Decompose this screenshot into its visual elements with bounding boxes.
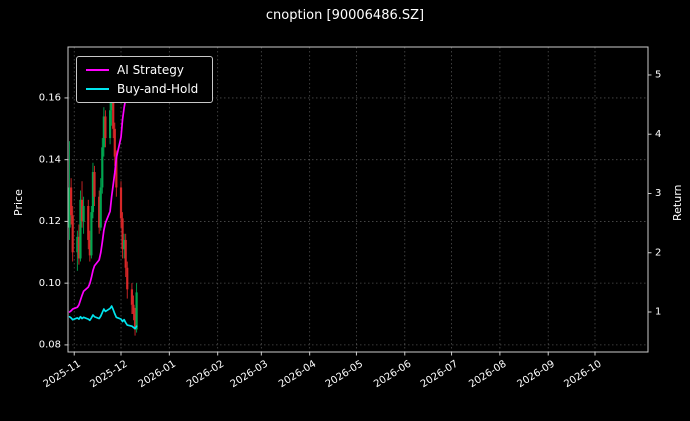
legend-label-buy-and-hold: Buy-and-Hold	[117, 82, 199, 96]
ai-strategy-line-swatch	[86, 69, 109, 71]
y-axis-label-return: Return	[671, 184, 684, 221]
legend-item-buy-and-hold: Buy-and-Hold	[86, 82, 198, 96]
y-axis-label-price: Price	[12, 189, 25, 216]
chart-title: cnoption [90006486.SZ]	[265, 8, 425, 23]
buy-and-hold-line-swatch	[86, 88, 109, 90]
legend-item-ai-strategy: AI Strategy	[86, 63, 198, 77]
legend: AI Strategy Buy-and-Hold	[76, 56, 214, 103]
legend-label-ai-strategy: AI Strategy	[117, 63, 184, 77]
